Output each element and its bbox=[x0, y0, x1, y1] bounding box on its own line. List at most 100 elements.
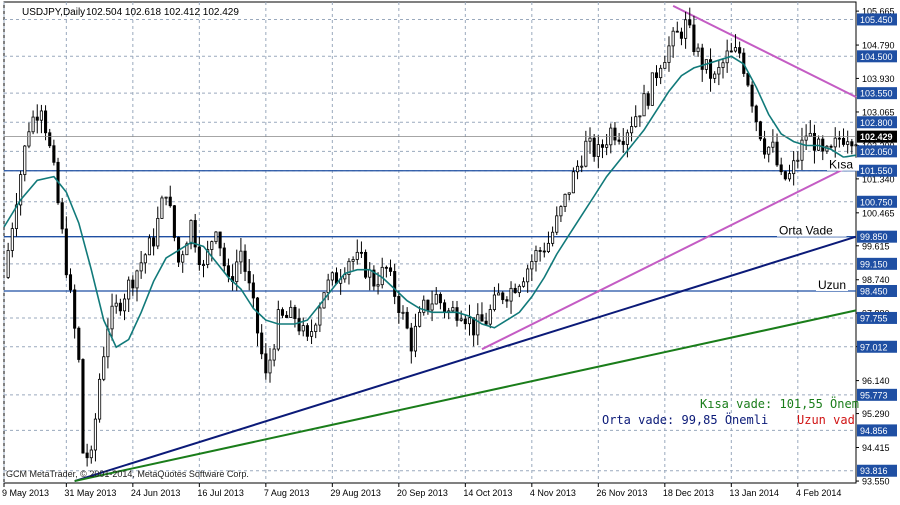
candle-body bbox=[77, 327, 81, 360]
candle bbox=[376, 272, 380, 295]
x-tick-label: 14 Oct 2013 bbox=[463, 488, 512, 498]
trendline bbox=[672, 4, 857, 98]
candle-body bbox=[501, 292, 505, 301]
candle-body bbox=[563, 193, 567, 208]
candle-body bbox=[52, 145, 56, 163]
price-badge-label: 100.750 bbox=[860, 197, 893, 207]
candle bbox=[580, 155, 584, 173]
level-label-short: Kısa bbox=[829, 158, 853, 172]
price-badge-bg bbox=[857, 50, 897, 63]
candle-body bbox=[139, 262, 143, 272]
x-tick-label: 31 May 2013 bbox=[64, 488, 116, 498]
candle-body bbox=[646, 93, 650, 106]
candle-body bbox=[546, 242, 550, 252]
candle bbox=[713, 71, 717, 84]
candle bbox=[837, 130, 841, 148]
price-badge-bg bbox=[857, 13, 897, 26]
candle-body bbox=[44, 110, 48, 134]
candle bbox=[455, 300, 459, 327]
x-tick-label: 20 Sep 2013 bbox=[397, 488, 448, 498]
candle-body bbox=[663, 62, 667, 69]
candle-body bbox=[384, 266, 388, 269]
candle bbox=[530, 254, 534, 282]
trendlines bbox=[74, 4, 857, 483]
level-label-medium: Orta Vade bbox=[779, 224, 833, 238]
candle-body bbox=[98, 378, 102, 420]
candle-body bbox=[164, 196, 168, 199]
candle-body bbox=[571, 171, 575, 194]
candle bbox=[517, 284, 521, 298]
candle-body bbox=[19, 174, 23, 206]
candle bbox=[613, 122, 617, 146]
candle bbox=[605, 133, 609, 156]
candle bbox=[52, 139, 56, 166]
candle-body bbox=[517, 285, 521, 294]
candle bbox=[401, 305, 405, 320]
level-label-bg bbox=[816, 277, 848, 291]
candle-body bbox=[684, 19, 688, 39]
candle-body bbox=[559, 206, 563, 217]
candle bbox=[418, 306, 422, 328]
candle-body bbox=[480, 314, 484, 322]
candle-body bbox=[804, 135, 808, 141]
candle-body bbox=[575, 165, 580, 173]
y-tick-label: 104.790 bbox=[862, 41, 895, 51]
candle-body bbox=[534, 250, 538, 262]
candle bbox=[642, 84, 646, 117]
candle-body bbox=[521, 281, 526, 287]
candle bbox=[821, 135, 825, 161]
candle bbox=[551, 226, 555, 247]
candle bbox=[39, 104, 43, 134]
candle bbox=[600, 139, 605, 159]
candle-body bbox=[314, 324, 318, 332]
candle bbox=[81, 358, 85, 454]
candle bbox=[817, 135, 821, 152]
price-badge-bg bbox=[857, 311, 897, 324]
candle bbox=[650, 72, 654, 106]
candle bbox=[93, 413, 97, 462]
candle bbox=[164, 196, 168, 206]
x-tick-label: 29 Aug 2013 bbox=[330, 488, 381, 498]
candle-body bbox=[588, 137, 592, 142]
legend-long-term: Uzun vad bbox=[797, 413, 855, 427]
candle bbox=[567, 192, 571, 201]
y-tick-label: 94.415 bbox=[862, 443, 890, 453]
candle bbox=[73, 284, 77, 339]
candle-body bbox=[364, 251, 368, 278]
price-badge-bg bbox=[857, 424, 897, 437]
candle-body bbox=[222, 247, 226, 267]
candle-body bbox=[530, 261, 534, 270]
price-badge-label: 99.850 bbox=[860, 232, 888, 242]
candle bbox=[534, 245, 538, 272]
price-badge-bg bbox=[857, 284, 897, 297]
candle bbox=[201, 259, 206, 278]
candle bbox=[98, 373, 102, 423]
candle bbox=[717, 59, 721, 86]
candle-body bbox=[426, 299, 430, 311]
price-badge-label: 97.012 bbox=[860, 342, 888, 352]
candle bbox=[480, 302, 484, 322]
candle bbox=[559, 205, 563, 222]
candle bbox=[846, 130, 850, 154]
price-badge: 99.850 bbox=[857, 230, 897, 243]
candle bbox=[355, 239, 359, 265]
candle-body bbox=[376, 284, 380, 287]
candle bbox=[679, 27, 683, 46]
legend-short-term: Kısa vade: 101,55 Önem bbox=[700, 395, 859, 411]
candle-body bbox=[846, 141, 850, 145]
candle-body bbox=[738, 47, 742, 54]
price-badge-label: 99.150 bbox=[860, 259, 888, 269]
candle bbox=[189, 219, 193, 250]
x-tick-label: 26 Nov 2013 bbox=[596, 488, 647, 498]
candle bbox=[255, 296, 260, 347]
candle bbox=[347, 258, 351, 285]
candle-body bbox=[214, 231, 218, 243]
candle bbox=[48, 128, 52, 149]
candle bbox=[214, 231, 218, 245]
candle bbox=[276, 300, 280, 352]
candle bbox=[68, 268, 73, 294]
candle bbox=[692, 15, 696, 56]
candle bbox=[430, 290, 434, 322]
candle-body bbox=[285, 314, 289, 318]
